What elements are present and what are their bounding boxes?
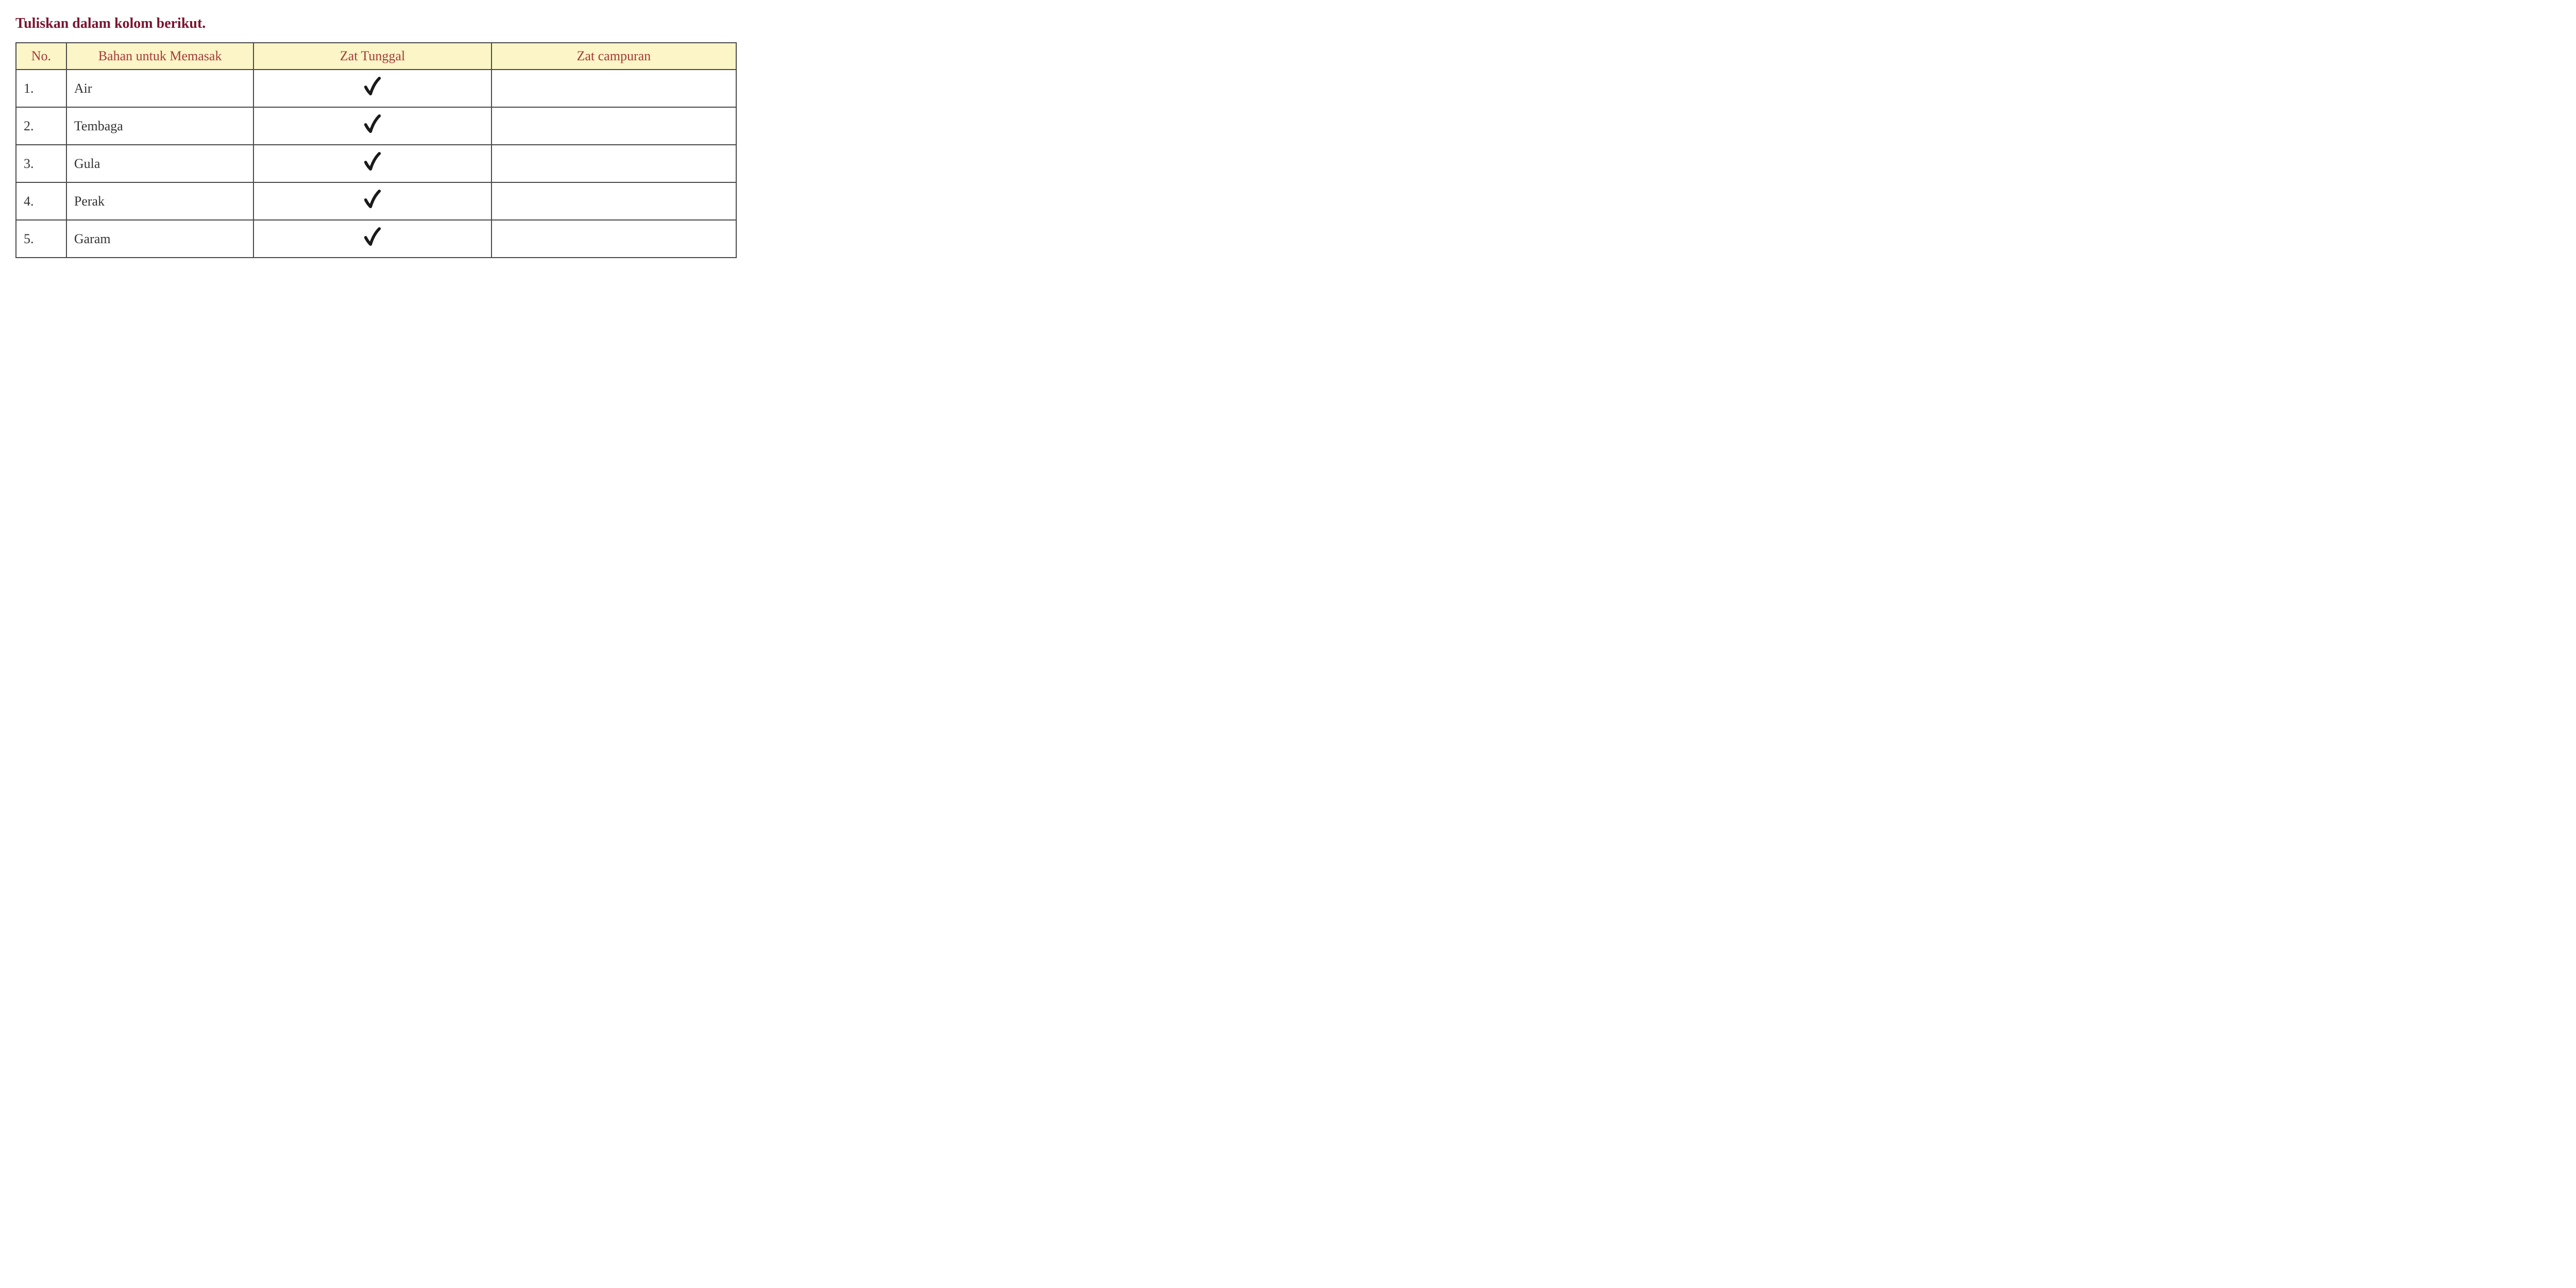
table-row: 2. Tembaga bbox=[16, 107, 736, 145]
header-tunggal: Zat Tunggal bbox=[253, 43, 491, 70]
cell-campuran bbox=[492, 107, 736, 145]
checkmark-icon bbox=[363, 150, 382, 173]
header-bahan: Bahan untuk Memasak bbox=[66, 43, 253, 70]
cell-no: 2. bbox=[16, 107, 66, 145]
cell-tunggal bbox=[253, 182, 491, 220]
cell-campuran bbox=[492, 145, 736, 182]
table-row: 5. Garam bbox=[16, 220, 736, 258]
checkmark-icon bbox=[363, 113, 382, 135]
cell-no: 1. bbox=[16, 70, 66, 107]
cell-no: 4. bbox=[16, 182, 66, 220]
checkmark-icon bbox=[363, 226, 382, 248]
cell-bahan: Garam bbox=[66, 220, 253, 258]
table-body: 1. Air 2. Tembaga 3. Gula 4. Perak 5. Ga… bbox=[16, 70, 736, 258]
cell-no: 5. bbox=[16, 220, 66, 258]
table-row: 3. Gula bbox=[16, 145, 736, 182]
cell-no: 3. bbox=[16, 145, 66, 182]
table-row: 4. Perak bbox=[16, 182, 736, 220]
page-title: Tuliskan dalam kolom berikut. bbox=[15, 15, 2561, 32]
cell-tunggal bbox=[253, 70, 491, 107]
cell-bahan: Gula bbox=[66, 145, 253, 182]
cell-campuran bbox=[492, 70, 736, 107]
table-row: 1. Air bbox=[16, 70, 736, 107]
checkmark-icon bbox=[363, 188, 382, 211]
cell-tunggal bbox=[253, 107, 491, 145]
cell-bahan: Air bbox=[66, 70, 253, 107]
header-no: No. bbox=[16, 43, 66, 70]
checkmark-icon bbox=[363, 75, 382, 98]
cell-tunggal bbox=[253, 145, 491, 182]
cell-campuran bbox=[492, 220, 736, 258]
cell-bahan: Tembaga bbox=[66, 107, 253, 145]
cell-tunggal bbox=[253, 220, 491, 258]
cell-bahan: Perak bbox=[66, 182, 253, 220]
table-header-row: No. Bahan untuk Memasak Zat Tunggal Zat … bbox=[16, 43, 736, 70]
header-campuran: Zat campuran bbox=[492, 43, 736, 70]
cell-campuran bbox=[492, 182, 736, 220]
materials-table: No. Bahan untuk Memasak Zat Tunggal Zat … bbox=[15, 42, 737, 258]
